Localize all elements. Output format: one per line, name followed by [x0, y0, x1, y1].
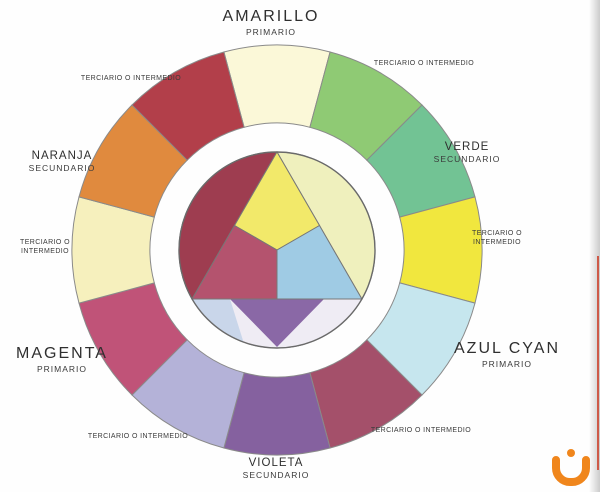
label-azul-cyan-title: AZUL CYAN — [453, 340, 561, 357]
label-naranja-subtitle: SECUNDARIO — [28, 163, 96, 173]
label-verde: VERDE SECUNDARIO — [434, 141, 501, 164]
terciario-line2: INTERMEDIO — [21, 248, 69, 255]
terciario-text: TERCIARIO O INTERMEDIO — [87, 433, 189, 440]
inner-right-quad — [276, 224, 363, 300]
label-verde-title: VERDE — [444, 141, 490, 153]
label-magenta-title: MAGENTA — [16, 345, 108, 362]
label-naranja: NARANJA SECUNDARIO — [29, 150, 96, 173]
label-amarillo-subtitle: PRIMARIO — [245, 27, 297, 37]
inner-circle-outline — [178, 151, 376, 349]
logo-bowl — [552, 456, 590, 486]
logo-mark — [552, 449, 590, 486]
label-terciario-naranja-amarillo: TERCIARIO O INTERMEDIO — [81, 74, 181, 83]
label-terciario-magenta-naranja: TERCIARIO O INTERMEDIO — [20, 238, 70, 256]
outer-ring — [71, 44, 483, 456]
terciario-text: TERCIARIO O INTERMEDIO — [370, 427, 472, 434]
inner-bottom-blue-patch — [192, 299, 244, 343]
label-terciario-verde-azul: TERCIARIO O INTERMEDIO — [472, 229, 522, 247]
label-terciario-violeta-magenta: TERCIARIO O INTERMEDIO — [88, 432, 188, 441]
label-violeta: VIOLETA SECUNDARIO — [243, 457, 310, 480]
label-magenta-subtitle: PRIMARIO — [36, 364, 88, 374]
terciario-line2: INTERMEDIO — [473, 239, 521, 246]
label-amarillo-title: AMARILLO — [222, 8, 320, 25]
terciario-text: TERCIARIO O INTERMEDIO — [373, 60, 475, 67]
label-naranja-title: NARANJA — [31, 150, 93, 162]
label-violeta-subtitle: SECUNDARIO — [242, 470, 310, 480]
label-terciario-azul-violeta: TERCIARIO O INTERMEDIO — [371, 426, 471, 435]
label-azul-cyan: AZUL CYAN PRIMARIO — [454, 340, 560, 369]
terciario-line1: TERCIARIO O — [472, 230, 522, 237]
label-terciario-amarillo-verde: TERCIARIO O INTERMEDIO — [374, 59, 474, 68]
label-verde-subtitle: SECUNDARIO — [433, 154, 501, 164]
label-azul-cyan-subtitle: PRIMARIO — [481, 359, 533, 369]
label-amarillo: AMARILLO PRIMARIO — [223, 8, 320, 37]
segment-terciario-naranja-amarillo — [131, 51, 245, 161]
label-magenta: MAGENTA PRIMARIO — [16, 345, 108, 374]
label-violeta-title: VIOLETA — [248, 457, 304, 469]
logo-dot — [567, 449, 575, 457]
terciario-text: TERCIARIO O INTERMEDIO — [80, 75, 182, 82]
terciario-line1: TERCIARIO O — [20, 239, 70, 246]
inner-bottom-violet-patch — [230, 299, 324, 347]
scan-red-edge-line — [597, 256, 599, 470]
